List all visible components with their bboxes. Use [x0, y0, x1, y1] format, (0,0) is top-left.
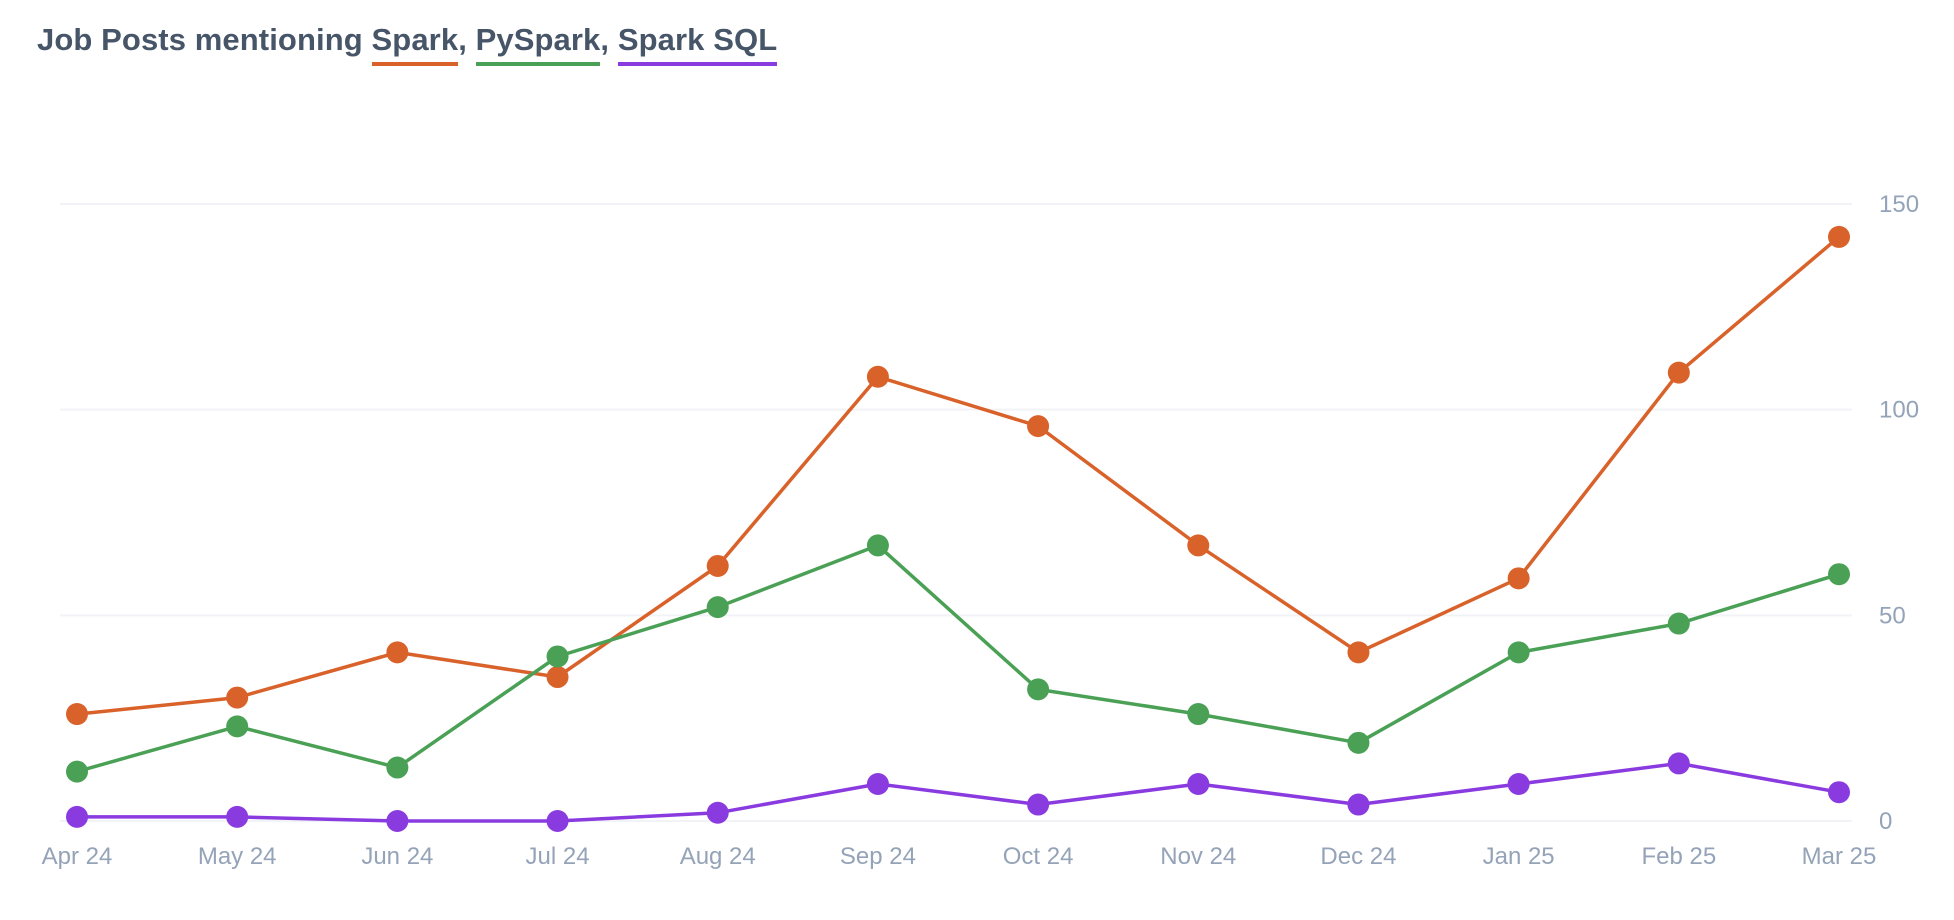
data-point-pyspark[interactable]	[1187, 703, 1210, 726]
y-tick-label: 0	[1879, 808, 1892, 835]
series-group	[66, 225, 1850, 832]
data-point-pyspark[interactable]	[1507, 641, 1530, 664]
legend-label-pyspark: PySpark	[475, 22, 601, 57]
data-point-pyspark[interactable]	[66, 760, 88, 783]
series-line-spark-sql	[75, 761, 1841, 823]
series-line-spark	[75, 235, 1841, 716]
gridlines	[60, 203, 1852, 822]
y-axis-ticks: 0 50 100 150	[1879, 191, 1919, 835]
data-point-pyspark[interactable]	[386, 756, 409, 779]
legend-label-spark-sql: Spark SQL	[617, 22, 778, 57]
x-tick-label: May 24	[198, 843, 277, 870]
data-point-spark[interactable]	[1187, 534, 1210, 557]
data-point-spark[interactable]	[66, 703, 88, 726]
x-tick-label: Jan 25	[1483, 843, 1555, 870]
data-point-spark-sql[interactable]	[226, 805, 249, 828]
title-prefix: Job Posts mentioning	[37, 22, 363, 57]
data-point-pyspark[interactable]	[1667, 612, 1690, 635]
series-line-pyspark	[75, 543, 1841, 774]
x-tick-label: Apr 24	[42, 843, 113, 870]
y-tick-label: 50	[1879, 602, 1906, 629]
data-point-spark[interactable]	[546, 666, 569, 689]
legend-entry-spark[interactable]: Spark	[371, 22, 459, 66]
data-point-pyspark[interactable]	[226, 715, 249, 738]
data-point-pyspark[interactable]	[546, 645, 569, 668]
series-pyspark	[66, 534, 1850, 783]
data-point-spark-sql[interactable]	[66, 805, 88, 828]
data-point-spark-sql[interactable]	[706, 801, 729, 824]
data-point-spark[interactable]	[1027, 415, 1050, 438]
data-point-spark-sql[interactable]	[386, 810, 409, 832]
legend-label-spark: Spark	[371, 22, 459, 57]
data-point-spark-sql[interactable]	[866, 772, 889, 795]
data-point-spark-sql[interactable]	[1828, 781, 1850, 804]
data-point-pyspark[interactable]	[1828, 563, 1850, 586]
x-tick-label: Sep 24	[840, 843, 916, 870]
data-point-spark[interactable]	[1828, 225, 1850, 248]
data-point-spark-sql[interactable]	[1187, 772, 1210, 795]
legend-entry-spark-sql[interactable]: Spark SQL	[617, 22, 778, 66]
data-point-spark[interactable]	[226, 686, 249, 709]
x-axis-ticks: Apr 24 May 24 Jun 24 Jul 24 Aug 24 Sep 24 Oct …	[42, 843, 1877, 870]
data-point-spark-sql[interactable]	[546, 810, 569, 832]
data-point-spark[interactable]	[1507, 567, 1530, 590]
x-tick-label: Aug 24	[680, 843, 756, 870]
legend-entry-pyspark[interactable]: PySpark	[475, 22, 601, 66]
x-tick-label: Feb 25	[1641, 843, 1716, 870]
data-point-spark[interactable]	[1347, 641, 1370, 664]
x-tick-label: Jun 24	[361, 843, 433, 870]
title-separator: ,	[600, 22, 610, 57]
y-tick-label: 100	[1879, 397, 1919, 424]
data-point-pyspark[interactable]	[866, 534, 889, 557]
x-tick-label: Mar 25	[1802, 843, 1877, 870]
series-spark	[66, 225, 1850, 726]
data-point-spark-sql[interactable]	[1027, 793, 1050, 816]
data-point-spark[interactable]	[386, 641, 409, 664]
x-tick-label: Nov 24	[1160, 843, 1236, 870]
data-point-spark-sql[interactable]	[1667, 752, 1690, 775]
data-point-pyspark[interactable]	[1347, 731, 1370, 754]
x-tick-label: Dec 24	[1320, 843, 1396, 870]
x-tick-label: Jul 24	[526, 843, 590, 870]
data-point-pyspark[interactable]	[706, 596, 729, 619]
x-tick-label: Oct 24	[1003, 843, 1074, 870]
data-point-spark[interactable]	[706, 554, 729, 577]
data-point-spark[interactable]	[1667, 361, 1690, 384]
title-separator: ,	[458, 22, 467, 57]
series-spark-sql	[66, 752, 1850, 832]
data-point-spark[interactable]	[866, 365, 889, 388]
data-point-pyspark[interactable]	[1027, 678, 1050, 701]
data-point-spark-sql[interactable]	[1507, 772, 1530, 795]
y-tick-label: 150	[1879, 191, 1919, 218]
chart-title: Job Posts mentioning Spark, PySpark, Spa…	[37, 22, 778, 66]
data-point-spark-sql[interactable]	[1347, 793, 1370, 816]
